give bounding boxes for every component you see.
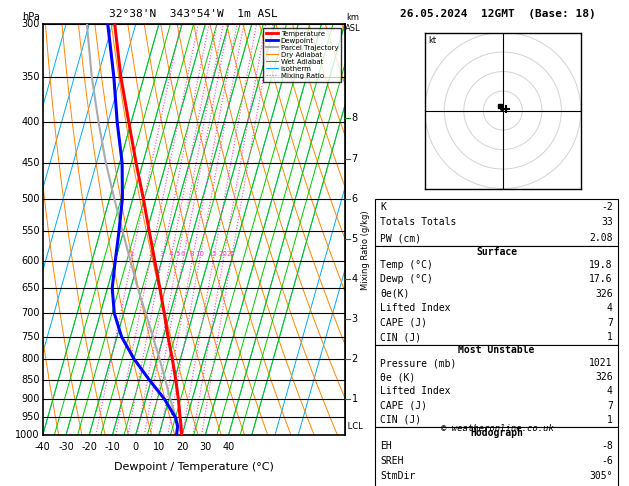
Text: 1021: 1021	[589, 358, 613, 368]
Text: 650: 650	[21, 283, 40, 293]
Text: 4: 4	[352, 274, 358, 284]
Text: θe(K): θe(K)	[381, 289, 410, 299]
Text: 17.6: 17.6	[589, 274, 613, 284]
Text: 5: 5	[352, 234, 358, 244]
Text: 20: 20	[176, 442, 188, 452]
Text: 750: 750	[21, 332, 40, 342]
Text: 10: 10	[153, 442, 165, 452]
Text: 305°: 305°	[589, 471, 613, 481]
Text: Hodograph: Hodograph	[470, 428, 523, 437]
Text: 8: 8	[352, 113, 358, 123]
Text: 7: 7	[352, 154, 358, 164]
Text: 850: 850	[21, 375, 40, 384]
Text: 1: 1	[607, 415, 613, 425]
Text: ASL: ASL	[345, 24, 361, 34]
Text: 30: 30	[199, 442, 211, 452]
Text: 2.08: 2.08	[589, 233, 613, 243]
Text: -30: -30	[58, 442, 74, 452]
Text: km: km	[347, 13, 360, 22]
Text: 15: 15	[209, 251, 218, 258]
Text: 1: 1	[607, 332, 613, 342]
Text: 32°38'N  343°54'W  1m ASL: 32°38'N 343°54'W 1m ASL	[109, 9, 278, 19]
Text: 1: 1	[352, 394, 358, 404]
Text: 33: 33	[601, 217, 613, 227]
Text: 6: 6	[181, 251, 185, 258]
Text: 19.8: 19.8	[589, 260, 613, 270]
Text: 950: 950	[21, 413, 40, 422]
Text: StmDir: StmDir	[381, 471, 416, 481]
Text: Lifted Index: Lifted Index	[381, 303, 451, 313]
Text: 326: 326	[595, 372, 613, 382]
Text: 3: 3	[160, 251, 164, 258]
Text: CIN (J): CIN (J)	[381, 415, 421, 425]
Text: Pressure (mb): Pressure (mb)	[381, 358, 457, 368]
Text: CIN (J): CIN (J)	[381, 332, 421, 342]
Text: kt: kt	[429, 36, 437, 45]
Text: 350: 350	[21, 72, 40, 82]
Text: 8: 8	[190, 251, 194, 258]
Text: CAPE (J): CAPE (J)	[381, 400, 428, 411]
Text: -8: -8	[601, 441, 613, 451]
Text: -40: -40	[35, 442, 51, 452]
Text: Temp (°C): Temp (°C)	[381, 260, 433, 270]
Text: Surface: Surface	[476, 247, 517, 257]
Text: -10: -10	[104, 442, 120, 452]
Text: 4: 4	[607, 386, 613, 397]
FancyBboxPatch shape	[376, 427, 618, 486]
Text: 25: 25	[226, 251, 235, 258]
Text: Totals Totals: Totals Totals	[381, 217, 457, 227]
Text: LCL: LCL	[345, 422, 362, 431]
Text: 800: 800	[21, 354, 40, 364]
FancyBboxPatch shape	[376, 199, 618, 246]
FancyBboxPatch shape	[376, 246, 618, 345]
Text: 700: 700	[21, 308, 40, 318]
Text: K: K	[381, 202, 386, 212]
Text: 900: 900	[21, 394, 40, 404]
Text: 2: 2	[352, 354, 358, 364]
Text: Mixing Ratio (g/kg): Mixing Ratio (g/kg)	[362, 210, 370, 290]
Text: θe (K): θe (K)	[381, 372, 416, 382]
Text: 0: 0	[133, 442, 139, 452]
Text: 7: 7	[607, 318, 613, 328]
Text: 300: 300	[21, 19, 40, 29]
Text: 600: 600	[21, 256, 40, 266]
Text: 7: 7	[607, 400, 613, 411]
Text: -2: -2	[601, 202, 613, 212]
Text: 26.05.2024  12GMT  (Base: 18): 26.05.2024 12GMT (Base: 18)	[400, 9, 596, 19]
Text: Dewpoint / Temperature (°C): Dewpoint / Temperature (°C)	[114, 462, 274, 472]
Text: 3: 3	[352, 314, 358, 324]
Text: 400: 400	[21, 118, 40, 127]
Text: 450: 450	[21, 157, 40, 168]
Text: CAPE (J): CAPE (J)	[381, 318, 428, 328]
Text: 1: 1	[129, 251, 133, 258]
Text: 4: 4	[607, 303, 613, 313]
Text: Lifted Index: Lifted Index	[381, 386, 451, 397]
Text: 2: 2	[148, 251, 152, 258]
Text: 40: 40	[223, 442, 235, 452]
Text: 5: 5	[175, 251, 179, 258]
Text: 1000: 1000	[15, 430, 40, 440]
Text: 10: 10	[195, 251, 204, 258]
FancyBboxPatch shape	[376, 345, 618, 427]
Text: EH: EH	[381, 441, 392, 451]
Text: -6: -6	[601, 456, 613, 466]
Text: © weatheronline.co.uk: © weatheronline.co.uk	[442, 424, 554, 433]
Text: 550: 550	[21, 226, 40, 236]
Text: SREH: SREH	[381, 456, 404, 466]
Text: -20: -20	[81, 442, 97, 452]
Legend: Temperature, Dewpoint, Parcel Trajectory, Dry Adiabat, Wet Adiabat, Isotherm, Mi: Temperature, Dewpoint, Parcel Trajectory…	[263, 28, 341, 82]
Text: 20: 20	[219, 251, 228, 258]
Text: hPa: hPa	[22, 12, 40, 22]
Text: 6: 6	[352, 194, 358, 204]
Text: Dewp (°C): Dewp (°C)	[381, 274, 433, 284]
Text: 326: 326	[595, 289, 613, 299]
Text: Most Unstable: Most Unstable	[459, 346, 535, 355]
Text: 4: 4	[168, 251, 172, 258]
Text: PW (cm): PW (cm)	[381, 233, 421, 243]
Text: 500: 500	[21, 193, 40, 204]
